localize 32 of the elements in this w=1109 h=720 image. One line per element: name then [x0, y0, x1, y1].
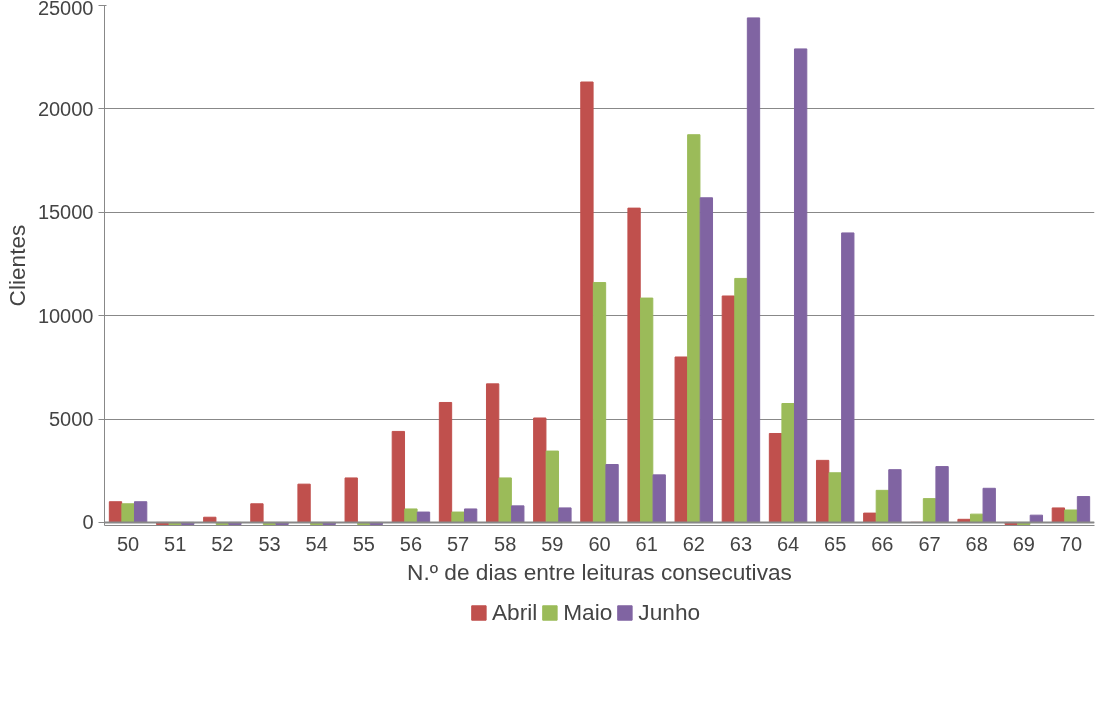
x-tick-label: 70 [1059, 532, 1083, 555]
x-tick-label: 63 [729, 532, 753, 555]
x-tick-label: 67 [918, 532, 941, 555]
legend-label: Maio [563, 598, 613, 626]
x-tick-label: 57 [446, 532, 470, 555]
x-tick-label: 66 [871, 532, 894, 555]
y-tick-label: 25000 [37, 0, 94, 19]
x-tick-label: 50 [116, 532, 140, 555]
x-axis-title: N.º de dias entre leituras consecutivas [407, 558, 792, 585]
x-tick-label: 62 [682, 532, 705, 555]
x-tick-label: 56 [399, 532, 423, 555]
legend-label: Junho [638, 598, 701, 626]
x-tick-label: 58 [494, 532, 517, 555]
y-tick-label: 15000 [37, 201, 94, 224]
x-tick-label: 64 [776, 532, 800, 555]
x-tick-label: 61 [635, 532, 658, 555]
y-tick-label: 20000 [37, 97, 94, 120]
x-tick-label: 53 [258, 532, 281, 555]
x-tick-label: 60 [588, 532, 611, 555]
x-tick-label: 55 [352, 532, 375, 555]
x-tick-label: 69 [1012, 532, 1035, 555]
x-tick-label: 54 [305, 532, 328, 555]
y-tick-label: 10000 [37, 304, 94, 327]
legend-label: Abril [491, 598, 538, 626]
x-tick-label: 68 [965, 532, 988, 555]
y-tick-label: 5000 [49, 408, 94, 431]
x-tick-label: 65 [824, 532, 847, 555]
x-tick-label: 59 [541, 532, 564, 555]
x-tick-label: 51 [164, 532, 187, 555]
y-axis-title: Clientes [3, 224, 30, 307]
x-tick-label: 52 [211, 532, 234, 555]
y-tick-label: 0 [82, 511, 94, 534]
